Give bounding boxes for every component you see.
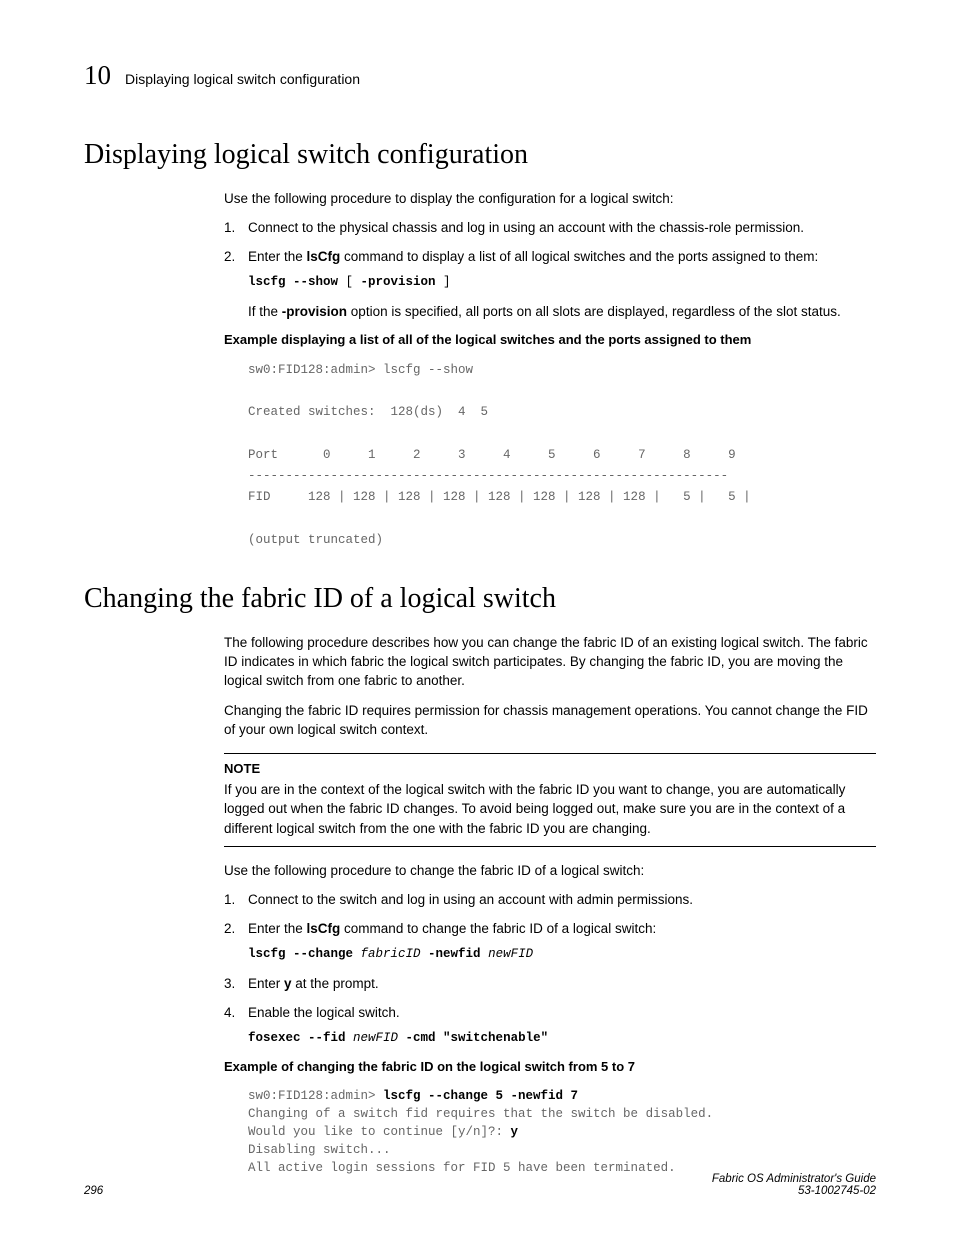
ci: newFID [346, 1031, 406, 1045]
t: command to change the fabric ID of a log… [340, 921, 656, 936]
ci: newFID [481, 947, 534, 961]
s2-p1: The following procedure describes how yo… [224, 633, 876, 690]
intro-text: Use the following procedure to display t… [224, 189, 876, 208]
s2-intro2: Use the following procedure to change th… [224, 861, 876, 880]
page-number: 296 [84, 1185, 103, 1197]
t: Enable the logical switch. [248, 1005, 400, 1020]
note-label: NOTE [224, 760, 876, 778]
t: lscfg --change 5 -newfid 7 [383, 1089, 578, 1103]
section-title-display: Displaying logical switch configuration [84, 139, 876, 171]
n-post: option is specified, all ports on all sl… [347, 304, 841, 319]
t: Enter the [248, 921, 307, 936]
note-body: If you are in the context of the logical… [224, 780, 876, 837]
doc-title: Fabric OS Administrator's Guide [712, 1173, 876, 1185]
section2-body: The following procedure describes how yo… [224, 633, 876, 1177]
section-title-changing: Changing the fabric ID of a logical swit… [84, 583, 876, 615]
s2-step2-code: lscfg --change fabricID -newfid newFID [248, 946, 876, 964]
page-header: 10 Displaying logical switch configurati… [84, 60, 876, 91]
code-b1: lscfg --show [248, 275, 338, 289]
step2-cmd: lsCfg [307, 249, 341, 264]
chapter-number: 10 [84, 60, 111, 91]
step-2: Enter the lsCfg command to display a lis… [224, 247, 876, 321]
code-mid: [ [338, 275, 361, 289]
terminal-output-1: sw0:FID128:admin> lscfg --show Created s… [248, 360, 876, 551]
t: sw0:FID128:admin> [248, 1089, 383, 1103]
t: lsCfg [307, 921, 341, 936]
code-b2: -provision [361, 275, 436, 289]
t: y [284, 976, 292, 991]
step2-note: If the -provision option is specified, a… [248, 302, 876, 321]
example2-label: Example of changing the fabric ID on the… [224, 1058, 876, 1076]
t: at the prompt. [292, 976, 379, 991]
t: Enter [248, 976, 284, 991]
terminal-output-2: sw0:FID128:admin> lscfg --change 5 -newf… [248, 1087, 876, 1178]
s2-step1: Connect to the switch and log in using a… [224, 890, 876, 909]
t: Disabling switch... [248, 1143, 391, 1157]
note-box: NOTE If you are in the context of the lo… [224, 753, 876, 847]
doc-info: Fabric OS Administrator's Guide 53-10027… [712, 1173, 876, 1197]
page-footer: 296 Fabric OS Administrator's Guide 53-1… [84, 1173, 876, 1197]
section1-body: Use the following procedure to display t… [224, 189, 876, 551]
s2-step2: Enter the lsCfg command to change the fa… [224, 919, 876, 964]
doc-num: 53-1002745-02 [798, 1185, 876, 1197]
s2-step4-code: fosexec --fid newFID -cmd "switchenable" [248, 1030, 876, 1048]
procedure-list-1: Connect to the physical chassis and log … [224, 218, 876, 321]
code-end: ] [436, 275, 451, 289]
s2-step4: Enable the logical switch. fosexec --fid… [224, 1003, 876, 1048]
procedure-list-2: Connect to the switch and log in using a… [224, 890, 876, 1048]
cb: -cmd "switchenable" [406, 1031, 549, 1045]
t: Would you like to continue [y/n]?: [248, 1125, 511, 1139]
step2-pre: Enter the [248, 249, 307, 264]
step2-code: lscfg --show [ -provision ] [248, 274, 876, 292]
ci: fabricID [353, 947, 428, 961]
n-bold: -provision [282, 304, 347, 319]
n-pre: If the [248, 304, 282, 319]
step2-post: command to display a list of all logical… [340, 249, 818, 264]
example1-label: Example displaying a list of all of the … [224, 331, 876, 349]
step-1: Connect to the physical chassis and log … [224, 218, 876, 237]
cb: fosexec --fid [248, 1031, 346, 1045]
cb: lscfg --change [248, 947, 353, 961]
s2-step3: Enter y at the prompt. [224, 974, 876, 993]
running-title: Displaying logical switch configuration [125, 71, 360, 87]
t: y [511, 1125, 519, 1139]
t: Changing of a switch fid requires that t… [248, 1107, 713, 1121]
s2-p2: Changing the fabric ID requires permissi… [224, 701, 876, 739]
cb: -newfid [428, 947, 481, 961]
